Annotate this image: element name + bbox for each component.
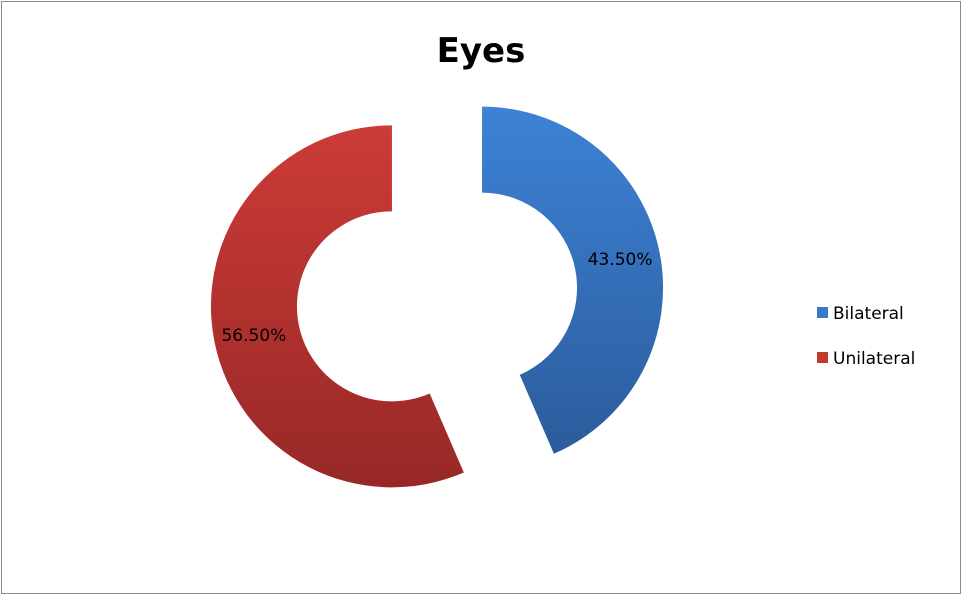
legend-swatch-unilateral (817, 352, 828, 363)
data-label-bilateral: 43.50% (588, 250, 653, 270)
legend-label-bilateral: Bilateral (833, 304, 904, 324)
legend-swatch-bilateral (817, 307, 828, 318)
legend-label-unilateral: Unilateral (833, 349, 915, 369)
slice-unilateral (210, 125, 464, 488)
data-label-unilateral: 56.50% (221, 326, 286, 346)
chart-title: Eyes (437, 31, 526, 71)
slice-bilateral (482, 106, 664, 454)
